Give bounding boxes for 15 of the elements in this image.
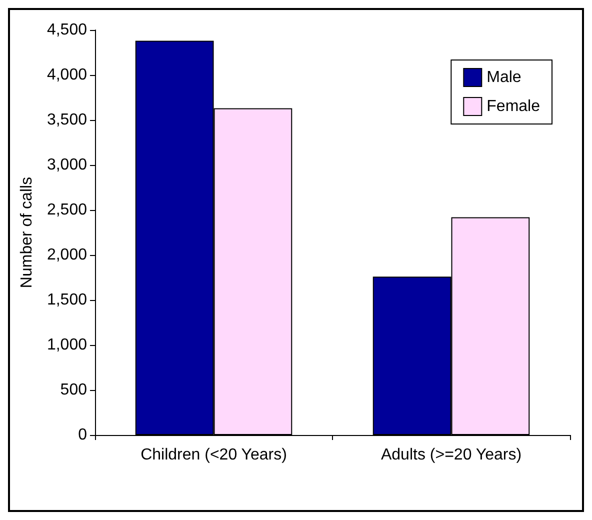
y-tick-label: 4,000 xyxy=(46,66,88,84)
y-tick-label: 1,500 xyxy=(46,292,88,308)
x-tick-label: Children (<20 Years) xyxy=(140,446,287,464)
y-tick-label: 3,500 xyxy=(46,112,88,128)
y-tick-label: 1,000 xyxy=(46,336,88,354)
x-tick-label: Adults (>=20 Years) xyxy=(380,446,522,464)
legend-label: Male xyxy=(486,69,522,86)
y-tick-label: 0 xyxy=(78,426,88,444)
y-tick-label: 2,500 xyxy=(46,202,88,218)
y-tick-label: 2,000 xyxy=(46,246,88,264)
legend-label: Female xyxy=(486,98,540,115)
y-tick-label: 3,000 xyxy=(46,156,88,174)
y-tick-label: 500 xyxy=(60,382,88,398)
y-tick-label: 4,500 xyxy=(46,22,88,38)
y-axis-title: Number of calls xyxy=(18,176,36,288)
